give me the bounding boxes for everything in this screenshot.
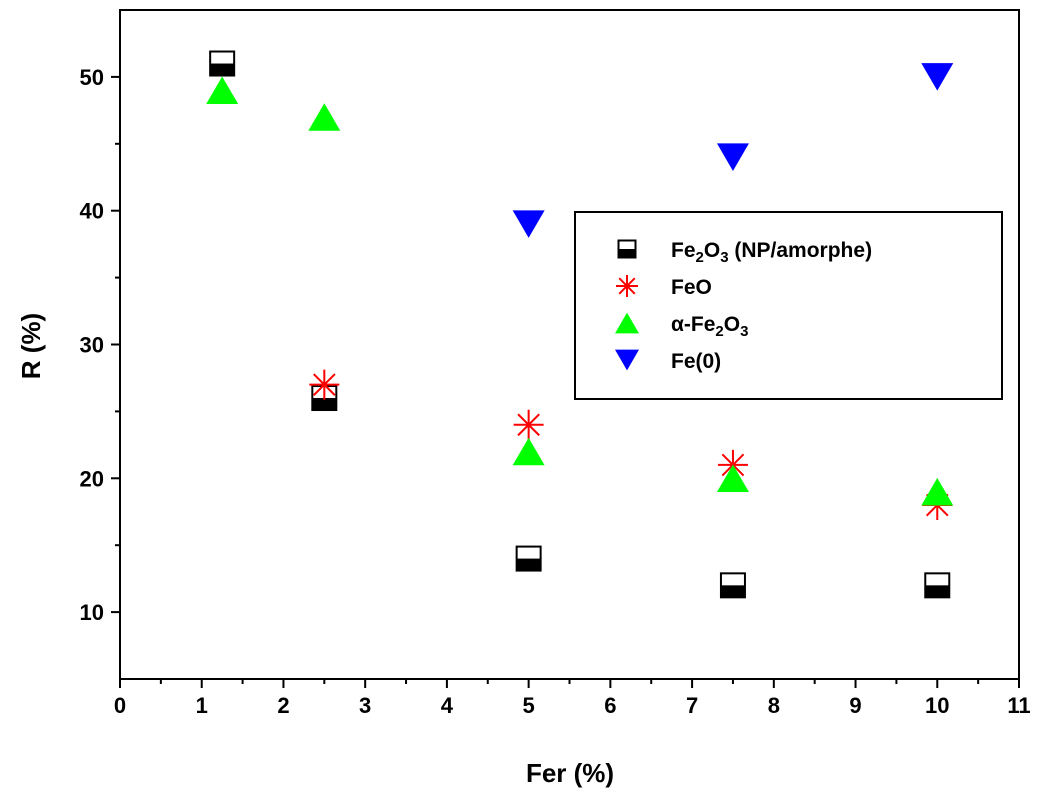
data-point (716, 143, 749, 171)
x-tick-label: 0 (114, 693, 126, 718)
legend-marker (617, 239, 637, 259)
legend-item: α-Fe2O3 (615, 312, 748, 340)
data-point (512, 210, 545, 238)
legend-box (574, 211, 1003, 400)
data-point (719, 572, 746, 599)
marker-outline (209, 50, 236, 77)
marker-bottom (210, 63, 235, 76)
x-tick-label: 4 (441, 693, 454, 718)
marker-outline (515, 545, 542, 572)
legend-item: Fe(0) (615, 349, 721, 373)
marker-outline (617, 239, 637, 259)
legend-label: α-Fe2O3 (671, 313, 748, 340)
data-point (921, 477, 954, 506)
legend-item: Fe2O3 (NP/amorphe) (617, 239, 872, 266)
x-tick-label: 1 (196, 693, 208, 718)
legend-marker (615, 349, 639, 371)
data-point (924, 572, 951, 599)
data-point (308, 103, 341, 131)
data-point (513, 409, 544, 440)
y-tick-label: 20 (80, 466, 104, 491)
x-tick-label: 5 (523, 693, 535, 718)
x-tick-label: 7 (686, 693, 698, 718)
y-tick-label: 40 (80, 199, 104, 224)
marker-bottom (618, 249, 636, 258)
marker-bottom (720, 585, 745, 598)
data-points (206, 50, 954, 599)
data-point (209, 50, 236, 77)
marker-bottom (312, 398, 337, 411)
x-tick-label: 10 (925, 693, 949, 718)
marker-bottom (516, 558, 541, 571)
legend-label: Fe2O3 (NP/amorphe) (671, 239, 872, 266)
data-point (515, 545, 542, 572)
x-tick-label: 6 (604, 693, 616, 718)
y-tick-label: 10 (80, 600, 104, 625)
y-tick-label: 50 (80, 65, 104, 90)
data-point (206, 76, 239, 105)
series-2 (206, 76, 954, 506)
marker-bottom (925, 585, 950, 598)
y-tick-label: 30 (80, 333, 104, 358)
x-tick-label: 2 (277, 693, 289, 718)
y-axis-title: R (%) (16, 313, 46, 379)
data-point (921, 63, 954, 91)
legend-item: FeO (616, 275, 712, 299)
series-3 (512, 63, 954, 238)
data-point (716, 464, 749, 493)
data-point (309, 369, 340, 400)
legend-label: FeO (671, 276, 712, 299)
x-tick-label: 8 (768, 693, 780, 718)
legend: Fe2O3 (NP/amorphe) FeO α-Fe2O3 Fe(0) (574, 211, 1003, 400)
marker-outline (924, 572, 951, 599)
legend-marker (615, 312, 639, 334)
axes: 0 1 2 3 4 5 6 7 8 9 10 11 10 20 30 40 50 (80, 9, 1031, 718)
x-tick-label: 9 (849, 693, 861, 718)
data-point (512, 437, 545, 466)
marker-outline (719, 572, 746, 599)
x-tick-label: 11 (1007, 693, 1030, 718)
legend-marker (616, 275, 638, 297)
legend-label: Fe(0) (671, 350, 721, 373)
x-axis-title: Fer (%) (526, 758, 614, 788)
x-tick-label: 3 (359, 693, 371, 718)
